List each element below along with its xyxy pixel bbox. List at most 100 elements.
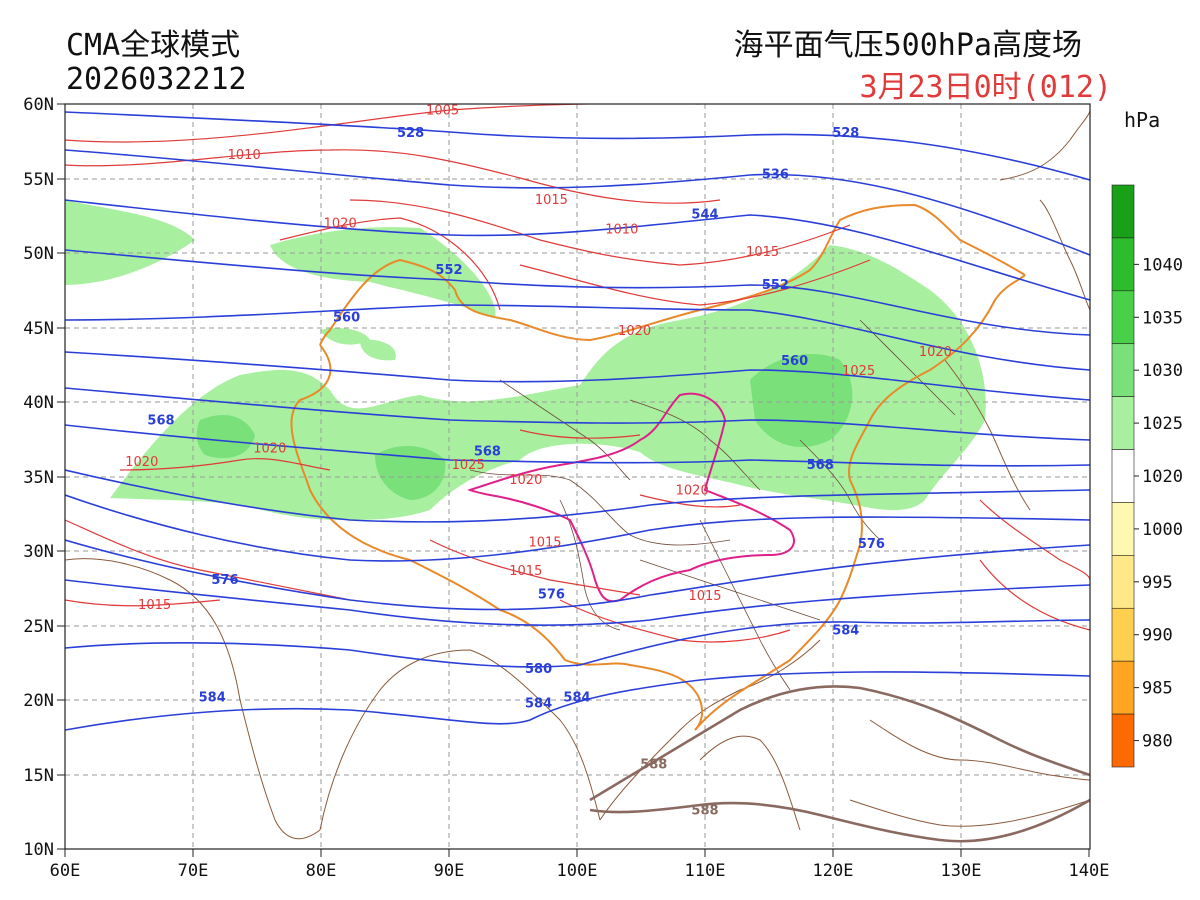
- legend-label: 1040: [1142, 255, 1183, 275]
- coastlines: [65, 109, 1090, 840]
- china-border: [290, 203, 1026, 731]
- height-contour-label: 584: [525, 696, 552, 711]
- legend-label: 985: [1142, 679, 1173, 699]
- legend-swatch: [1111, 502, 1135, 556]
- y-tick-label: 35N: [23, 468, 54, 488]
- legend-swatch: [1111, 713, 1135, 768]
- x-tick-label: 90E: [434, 861, 465, 881]
- height-contour-label: 536: [762, 168, 789, 183]
- legend-swatch: [1111, 396, 1135, 450]
- high-pressure-shading: [65, 200, 986, 520]
- legend-unit: hPa: [1124, 108, 1161, 132]
- legend-label: 980: [1142, 732, 1173, 752]
- y-tick-label: 45N: [23, 319, 54, 339]
- isobar-label: 1020: [618, 324, 651, 339]
- x-tick-labels: 60E 70E 80E 90E 100E 110E 120E 130E 140E: [50, 861, 1110, 881]
- contour-588-label: 588: [691, 804, 718, 819]
- x-tick-label: 110E: [685, 861, 726, 881]
- tibet-highlight: [467, 392, 795, 603]
- legend-swatch: [1111, 555, 1135, 609]
- legend-swatch: [1111, 237, 1135, 292]
- y-tick-label: 20N: [23, 691, 54, 711]
- x-tick-label: 140E: [1069, 861, 1110, 881]
- isobar-label: 1020: [509, 473, 542, 488]
- isobar-label: 1015: [138, 598, 171, 613]
- legend-label: 1035: [1142, 308, 1183, 328]
- map-body: [65, 104, 1090, 849]
- legend-swatch: [1111, 607, 1135, 662]
- valid-time: 3月23日0时(012): [859, 70, 1112, 105]
- legend-label: 1025: [1142, 414, 1183, 434]
- x-tick-label: 120E: [813, 861, 854, 881]
- lat-lon-grid: [65, 104, 1090, 849]
- y-tick-label: 40N: [23, 393, 54, 413]
- isobar-label: 1015: [528, 536, 561, 551]
- legend-swatch: [1111, 290, 1135, 345]
- isobar-label: 1010: [605, 223, 638, 238]
- legend-label: 1030: [1142, 361, 1183, 381]
- height-contour-label: 584: [563, 690, 590, 705]
- legend-swatch: [1111, 184, 1135, 239]
- height-contour-label: 528: [832, 126, 859, 141]
- isobar-label: 1025: [842, 364, 875, 379]
- y-tick-label: 25N: [23, 617, 54, 637]
- x-tick-label: 70E: [178, 861, 209, 881]
- height-contour-label: 552: [762, 278, 789, 293]
- isobar-label: 1015: [509, 564, 542, 579]
- x-tick-label: 60E: [50, 861, 81, 881]
- x-tick-label: 80E: [306, 861, 337, 881]
- legend-label: 990: [1142, 626, 1173, 646]
- height-contour-label: 544: [691, 208, 718, 223]
- height-contour-label: 576: [211, 573, 238, 588]
- y-tick-label: 30N: [23, 542, 54, 562]
- isobar-labels: 1005 1010 1015 1010 1015 1020 1020 1020 1025 1020…: [125, 103, 952, 613]
- legend-swatch: [1111, 343, 1135, 397]
- legend-swatch: [1111, 660, 1135, 715]
- product-title: 海平面气压500hPa高度场: [733, 28, 1082, 63]
- height-contour-label: 560: [781, 354, 808, 369]
- height-contour-label: 580: [525, 662, 552, 677]
- isobar-label: 1015: [746, 245, 779, 260]
- axis-ticks: [57, 103, 1090, 857]
- contour-588-labels: 588 588: [640, 758, 718, 819]
- isobar-label: 1020: [253, 442, 286, 457]
- isobar-label: 1015: [688, 589, 721, 604]
- height-contour-label: 568: [807, 458, 834, 473]
- model-title: CMA全球模式: [66, 28, 241, 63]
- height-contour-label: 576: [858, 537, 885, 552]
- isobar-label: 1020: [125, 455, 158, 470]
- height-contour-label: 568: [147, 413, 174, 428]
- legend-label: 995: [1142, 573, 1173, 593]
- height-contour-labels: 528 528 536 544 552 552 560 560 568 568 568 576 576 5…: [147, 126, 885, 712]
- height-contour-label: 584: [199, 690, 226, 705]
- height-contours: [65, 111, 1090, 731]
- y-tick-label: 10N: [23, 840, 54, 860]
- isobar-label: 1020: [324, 217, 357, 232]
- init-time: 2026032212: [66, 62, 247, 97]
- y-tick-label: 50N: [23, 244, 54, 264]
- legend-colorbar: 1040 1035 1030 1025 1020 1000 995 990 985 980: [1111, 184, 1183, 768]
- isobar-label: 1005: [426, 103, 459, 118]
- y-tick-label: 15N: [23, 766, 54, 786]
- height-contour-label: 528: [397, 126, 424, 141]
- contour-588-label: 588: [640, 758, 667, 773]
- height-contour-label: 576: [538, 588, 565, 603]
- height-contour-label: 584: [832, 623, 859, 638]
- isobar-label: 1025: [452, 458, 485, 473]
- height-contour-label: 552: [435, 263, 462, 278]
- y-tick-label: 60N: [23, 95, 54, 115]
- height-contour-label: 560: [333, 311, 360, 326]
- legend-swatch: [1111, 449, 1135, 503]
- x-tick-label: 100E: [557, 861, 598, 881]
- y-tick-label: 55N: [23, 170, 54, 190]
- stronger-high-shading: [196, 354, 853, 500]
- contour-588: [589, 685, 1090, 843]
- x-tick-label: 130E: [941, 861, 982, 881]
- isobar-label: 1020: [919, 345, 952, 360]
- legend-label: 1020: [1142, 467, 1183, 487]
- y-tick-labels: 60N 55N 50N 45N 40N 35N 30N 25N 20N 15N …: [23, 95, 54, 860]
- isobar-label: 1010: [228, 148, 261, 163]
- province-boundaries: [469, 319, 956, 691]
- isobar-label: 1015: [535, 193, 568, 208]
